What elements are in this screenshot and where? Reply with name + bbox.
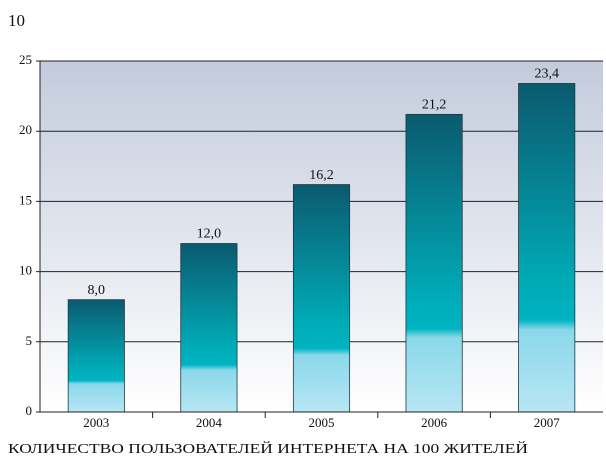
x-tick-label: 2004 bbox=[196, 415, 223, 430]
x-tick-label: 2005 bbox=[309, 415, 335, 430]
bar bbox=[405, 113, 463, 413]
x-tick-label: 2007 bbox=[534, 415, 561, 430]
bar bbox=[518, 83, 576, 413]
bar bbox=[180, 243, 238, 413]
y-tick-label: 15 bbox=[19, 192, 32, 207]
x-tick-label: 2003 bbox=[83, 415, 109, 430]
value-label: 8,0 bbox=[88, 283, 106, 298]
y-tick-label: 5 bbox=[26, 333, 33, 348]
bar bbox=[292, 184, 351, 413]
chart-title: КОЛИЧЕСТВО ПОЛЬЗОВАТЕЛЕЙ ИНТЕРНЕТА НА 10… bbox=[8, 440, 528, 457]
bar bbox=[67, 299, 125, 413]
page-number: 10 bbox=[8, 11, 25, 30]
x-tick-label: 2006 bbox=[421, 415, 448, 430]
value-label: 16,2 bbox=[309, 168, 334, 183]
y-tick-label: 25 bbox=[19, 52, 32, 67]
y-tick-label: 20 bbox=[19, 122, 32, 137]
value-label: 21,2 bbox=[422, 98, 447, 113]
y-tick-label: 10 bbox=[19, 263, 32, 278]
y-tick-label: 0 bbox=[26, 403, 33, 418]
value-label: 23,4 bbox=[534, 67, 559, 82]
value-label: 12,0 bbox=[197, 227, 222, 242]
